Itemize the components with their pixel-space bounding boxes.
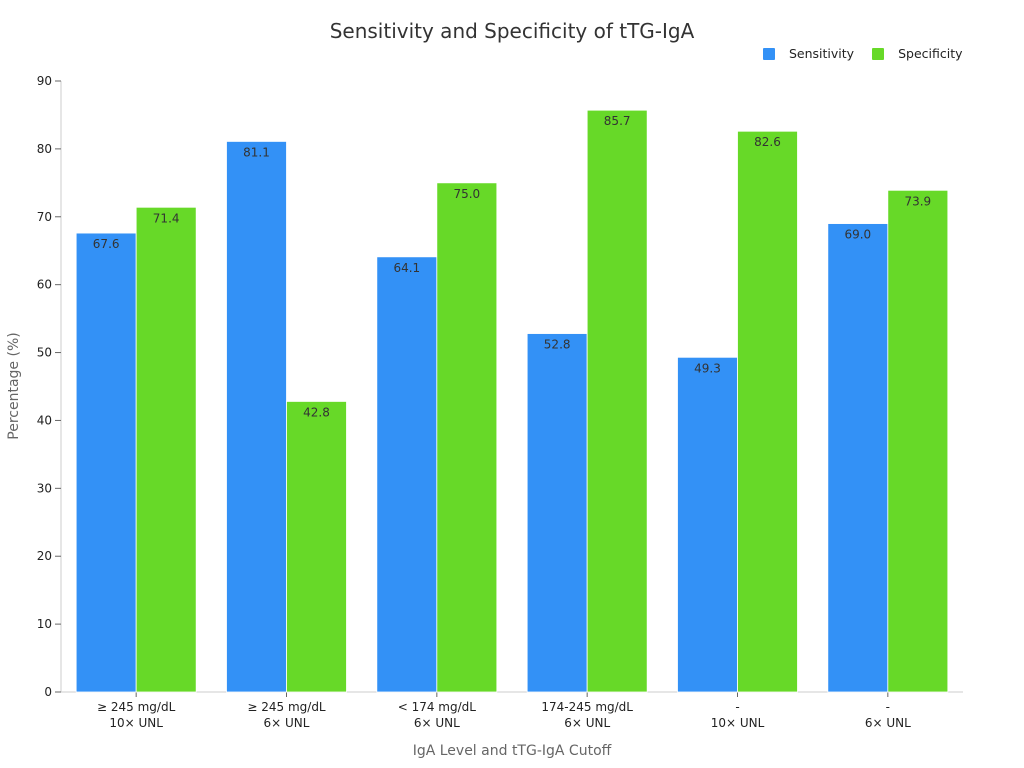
bar-group: 64.1 75.0	[376, 182, 498, 693]
bar-specificity	[135, 206, 197, 693]
data-label-sensitivity: 49.3	[694, 361, 721, 375]
x-tick-label-line: -	[886, 700, 890, 714]
legend-label-sensitivity: Sensitivity	[789, 46, 855, 61]
bar-specificity	[286, 401, 347, 693]
legend-swatch-sensitivity	[763, 47, 775, 60]
data-label-sensitivity: 81.1	[243, 145, 270, 159]
data-label-sensitivity: 52.8	[544, 338, 571, 352]
x-tick-label-line: 6× UNL	[564, 716, 610, 730]
y-tick-label: 90	[37, 74, 52, 88]
x-tick-label: ≥ 245 mg/dL 6× UNL	[247, 700, 326, 730]
bar-sensitivity	[75, 232, 137, 693]
chart-title: Sensitivity and Specificity of tTG-IgA	[329, 19, 695, 43]
data-label-specificity: 75.0	[453, 187, 480, 201]
x-tick-label-line: 174-245 mg/dL	[541, 700, 633, 714]
y-tick-label: 20	[37, 549, 52, 563]
data-label-sensitivity: 64.1	[393, 261, 420, 275]
bar-specificity	[586, 109, 648, 693]
y-tick-label: 0	[44, 685, 52, 699]
x-tick-label: ≥ 245 mg/dL 10× UNL	[97, 700, 176, 730]
bar-specificity	[737, 130, 798, 693]
x-tick-label-line: 10× UNL	[711, 716, 765, 730]
y-tick-label: 70	[37, 210, 52, 224]
bar-sensitivity	[526, 333, 588, 693]
data-label-specificity: 73.9	[904, 194, 931, 208]
bar-sensitivity	[827, 223, 889, 693]
data-label-specificity: 82.6	[754, 135, 781, 149]
bars: 67.6 71.4 81.1 42.8 64.1 75.0 52.8 85.7 49.3 82.6…	[75, 109, 949, 693]
bar-sensitivity	[376, 256, 438, 693]
x-tick-label-line: < 174 mg/dL	[398, 700, 477, 714]
legend: Sensitivity Specificity	[763, 46, 963, 61]
x-tick-label-line: 6× UNL	[414, 716, 460, 730]
data-label-sensitivity: 69.0	[844, 228, 871, 242]
x-axis-label: IgA Level and tTG-IgA Cutoff	[413, 743, 612, 759]
data-label-specificity: 71.4	[153, 211, 180, 225]
x-tick-label-line: 6× UNL	[865, 716, 911, 730]
bar-specificity	[436, 182, 498, 693]
legend-swatch-specificity	[872, 47, 885, 60]
y-tick-label: 30	[37, 481, 52, 495]
y-tick-label: 40	[37, 413, 52, 427]
bar-sensitivity	[226, 141, 287, 693]
x-tick-label-line: 10× UNL	[109, 716, 163, 730]
x-tick-label-line: ≥ 245 mg/dL	[97, 700, 176, 714]
bar-group: 81.1 42.8	[226, 141, 347, 693]
x-tick-label-line: -	[735, 700, 739, 714]
bar-group: 67.6 71.4	[75, 206, 197, 693]
x-tick-label: - 6× UNL	[865, 700, 911, 730]
data-label-specificity: 42.8	[303, 405, 330, 419]
bar-group: 69.0 73.9	[827, 189, 949, 693]
bar-group: 49.3 82.6	[677, 130, 798, 693]
bar-sensitivity	[677, 356, 738, 693]
bar-group: 52.8 85.7	[526, 109, 648, 693]
data-label-sensitivity: 67.6	[93, 237, 120, 251]
legend-item-specificity[interactable]: Specificity	[872, 46, 963, 61]
data-label-specificity: 85.7	[604, 114, 631, 128]
legend-item-sensitivity[interactable]: Sensitivity	[763, 46, 854, 61]
x-tick-label: - 10× UNL	[711, 700, 765, 730]
y-tick-label: 50	[37, 346, 52, 360]
y-tick-label: 80	[37, 142, 52, 156]
legend-label-specificity: Specificity	[898, 46, 963, 61]
x-tick-label: < 174 mg/dL 6× UNL	[398, 700, 477, 730]
x-tick-label-line: 6× UNL	[264, 716, 310, 730]
bar-specificity	[887, 189, 949, 693]
x-tick-label: 174-245 mg/dL 6× UNL	[541, 700, 633, 730]
y-axis-label: Percentage (%)	[6, 332, 22, 439]
y-tick-label: 10	[37, 617, 52, 631]
x-tick-label-line: ≥ 245 mg/dL	[247, 700, 326, 714]
y-tick-label: 60	[37, 278, 52, 292]
